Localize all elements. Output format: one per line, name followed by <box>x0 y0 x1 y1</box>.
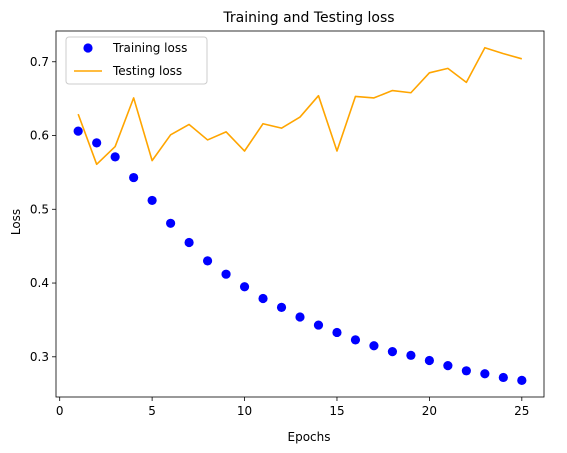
legend-marker-swatch <box>83 43 93 53</box>
x-tick-label: 20 <box>422 404 437 418</box>
axes: 0 5 10 15 20 25 0.3 0.4 0.5 0.6 0.7 <box>30 30 545 418</box>
training-loss-point <box>202 256 213 266</box>
legend-label: Testing loss <box>112 64 182 78</box>
training-loss-point <box>239 282 250 292</box>
training-loss-point <box>498 372 508 383</box>
y-tick-label: 0.5 <box>30 202 49 216</box>
training-loss-point <box>461 366 471 376</box>
training-loss-point <box>406 350 416 360</box>
training-loss-point <box>424 355 434 366</box>
legend: Training loss Testing loss <box>65 36 208 85</box>
x-axis-label: Epochs <box>288 430 331 444</box>
training-loss-point <box>258 293 268 304</box>
axes-frame <box>55 30 545 398</box>
training-loss-point <box>313 320 324 330</box>
training-loss-point <box>332 327 342 338</box>
training-loss-point <box>73 126 83 136</box>
y-tick-label: 0.4 <box>30 276 49 290</box>
y-tick-label: 0.6 <box>30 129 49 143</box>
training-loss-point <box>110 152 120 162</box>
x-tick-label: 0 <box>56 404 64 418</box>
legend-label: Training loss <box>112 41 187 55</box>
x-tick-label: 10 <box>237 404 252 418</box>
y-tick-label: 0.7 <box>30 55 49 69</box>
x-tick-label: 5 <box>148 404 156 418</box>
training-loss-point <box>295 312 305 322</box>
y-axis-label: Loss <box>9 209 23 235</box>
series-line-testing-loss <box>77 46 523 166</box>
training-loss-point <box>184 237 194 248</box>
training-loss-point <box>387 347 398 357</box>
training-loss-point <box>221 269 231 279</box>
legend-box <box>65 36 208 85</box>
training-loss-point <box>480 369 490 379</box>
training-loss-point <box>147 195 157 206</box>
training-loss-point <box>517 375 527 385</box>
training-loss-point <box>350 335 361 345</box>
training-loss-point <box>369 341 379 351</box>
training-loss-point <box>166 218 176 228</box>
training-loss-point <box>443 361 453 371</box>
x-tick-label: 25 <box>514 404 529 418</box>
training-loss-point <box>276 302 287 312</box>
plot-area <box>73 46 527 385</box>
chart-title: Training and Testing loss <box>222 10 394 26</box>
training-loss-point <box>92 138 102 148</box>
x-tick-label: 15 <box>329 404 344 418</box>
y-tick-label: 0.3 <box>30 350 49 364</box>
training-loss-point <box>129 172 139 183</box>
